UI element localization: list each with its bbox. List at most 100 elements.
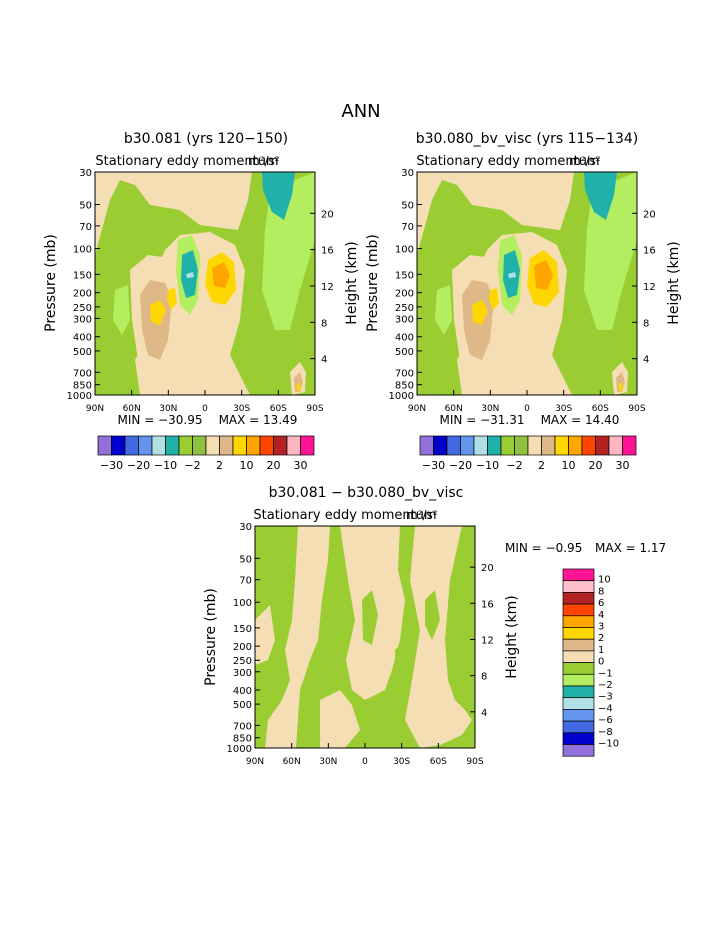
y2-tick-label: 12 bbox=[321, 282, 334, 293]
colorbar-swatch bbox=[527, 435, 542, 456]
colorbar-swatch bbox=[554, 435, 569, 456]
contour-region-green bbox=[395, 640, 410, 690]
colorbar-label: −4 bbox=[598, 703, 613, 714]
colorbar-label: 4 bbox=[598, 610, 604, 621]
panel-diff-title: b30.081 − b30.080_bv_visc bbox=[269, 485, 464, 501]
colorbar-swatch bbox=[541, 435, 556, 456]
colorbar-swatch bbox=[562, 615, 595, 628]
y-tick-label: 150 bbox=[233, 624, 252, 635]
panel-right: b30.080_bv_visc (yrs 115−134) Stationary… bbox=[365, 131, 682, 472]
y-tick-label: 400 bbox=[395, 333, 414, 344]
x-tick-label: 30N bbox=[319, 757, 337, 767]
y-tick-label: 200 bbox=[73, 289, 92, 300]
contour-region-green bbox=[417, 172, 637, 395]
y2-tick-label: 20 bbox=[643, 209, 656, 220]
colorbar-label: −20 bbox=[449, 459, 472, 472]
contour-region-brown bbox=[294, 372, 303, 392]
colorbar-swatch bbox=[487, 435, 502, 456]
y-tick-label: 150 bbox=[73, 270, 92, 281]
colorbar-swatch bbox=[622, 435, 637, 456]
y2-tick-label: 16 bbox=[643, 246, 656, 257]
y-tick-label: 100 bbox=[395, 245, 414, 256]
contour-region-green bbox=[362, 590, 378, 645]
x-tick-label: 30S bbox=[233, 404, 250, 414]
y-tick-label: 70 bbox=[79, 222, 92, 233]
contour-region-gold bbox=[150, 300, 166, 325]
colorbar-swatch bbox=[259, 435, 274, 456]
y2-tick-label: 8 bbox=[643, 318, 649, 329]
x-tick-label: 90S bbox=[466, 757, 483, 767]
colorbar-swatch bbox=[246, 435, 261, 456]
y-tick-label: 700 bbox=[73, 368, 92, 379]
x-tick-label: 60N bbox=[445, 404, 463, 414]
panel-right-field bbox=[417, 172, 637, 395]
colorbar-swatch bbox=[581, 435, 596, 456]
y2-tick-label: 12 bbox=[643, 282, 656, 293]
y2-tick-label: 12 bbox=[481, 635, 494, 646]
x-tick-label: 60S bbox=[592, 404, 609, 414]
x-tick-label: 30N bbox=[481, 404, 499, 414]
panel-right-subtitle: Stationary eddy momentum bbox=[416, 154, 599, 169]
colorbar-label: −2 bbox=[598, 680, 613, 691]
x-tick-label: 60N bbox=[123, 404, 141, 414]
panel-diff-field bbox=[255, 526, 475, 748]
contour-region-light-green bbox=[435, 285, 452, 335]
colorbar-swatch bbox=[433, 435, 448, 456]
panel-diff-ylabel: Pressure (mb) bbox=[203, 588, 219, 686]
colorbar-swatch bbox=[232, 435, 247, 456]
panel-right-min: MIN = −31.31 bbox=[440, 413, 525, 427]
colorbar-swatch bbox=[514, 435, 529, 456]
colorbar-swatch bbox=[562, 744, 595, 757]
contour-region-tan bbox=[265, 526, 330, 748]
y-tick-label: 30 bbox=[401, 168, 414, 179]
panel-left-colorbar: −30 −20 −10 −2 2 10 20 30 bbox=[97, 435, 315, 472]
colorbar-swatch bbox=[562, 568, 595, 582]
colorbar-label: −30 bbox=[100, 459, 123, 472]
panel-left-field bbox=[95, 172, 315, 395]
panel-left-title: b30.081 (yrs 120−150) bbox=[124, 131, 288, 147]
colorbar-swatch bbox=[562, 638, 595, 652]
colorbar-swatch bbox=[562, 685, 595, 699]
x-tick-label: 60S bbox=[430, 757, 447, 767]
colorbar-label: 2 bbox=[538, 459, 545, 472]
colorbar-swatch bbox=[286, 435, 301, 456]
y-tick-label: 70 bbox=[401, 222, 414, 233]
y-tick-label: 300 bbox=[73, 314, 92, 325]
panel-right-colorbar: −30 −20 −10 −2 2 10 20 30 bbox=[419, 435, 637, 472]
y-tick-label: 200 bbox=[395, 289, 414, 300]
contour-region-orange bbox=[534, 260, 553, 290]
x-tick-label: 0 bbox=[524, 404, 530, 414]
colorbar-label: 6 bbox=[598, 598, 604, 609]
y-tick-label: 400 bbox=[73, 333, 92, 344]
y-tick-label: 1000 bbox=[67, 391, 92, 402]
colorbar-swatch bbox=[500, 435, 515, 456]
colorbar-label: −3 bbox=[598, 692, 613, 703]
contour-region-orange bbox=[212, 262, 230, 288]
y-tick-label: 200 bbox=[233, 642, 252, 653]
x-tick-label: 90S bbox=[628, 404, 645, 414]
y-tick-label: 850 bbox=[233, 734, 252, 745]
panel-right-units: m²/s² bbox=[569, 154, 601, 168]
colorbar-swatch bbox=[562, 592, 595, 605]
colorbar-swatch bbox=[562, 603, 595, 617]
colorbar-label: 10 bbox=[562, 459, 576, 472]
colorbar-label: 8 bbox=[598, 586, 604, 597]
panel-left-y2label: Height (km) bbox=[344, 241, 360, 324]
colorbar-swatch bbox=[219, 435, 234, 456]
contour-region-brown bbox=[616, 372, 625, 392]
y-tick-label: 850 bbox=[395, 381, 414, 392]
colorbar-swatch bbox=[205, 435, 220, 456]
y2-tick-label: 20 bbox=[321, 209, 334, 220]
x-tick-label: 30S bbox=[393, 757, 410, 767]
colorbar-swatch bbox=[562, 720, 595, 734]
colorbar-label: 20 bbox=[589, 459, 603, 472]
colorbar-label: 20 bbox=[267, 459, 281, 472]
y-tick-label: 50 bbox=[79, 200, 92, 211]
colorbar-label: −2 bbox=[184, 459, 200, 472]
y-tick-label: 300 bbox=[233, 668, 252, 679]
colorbar-swatch bbox=[165, 435, 180, 456]
page-title: ANN bbox=[341, 101, 380, 122]
contour-region-gold bbox=[619, 382, 623, 391]
panel-left: b30.081 (yrs 120−150) Stationary eddy mo… bbox=[43, 131, 360, 472]
y-tick-label: 50 bbox=[401, 200, 414, 211]
